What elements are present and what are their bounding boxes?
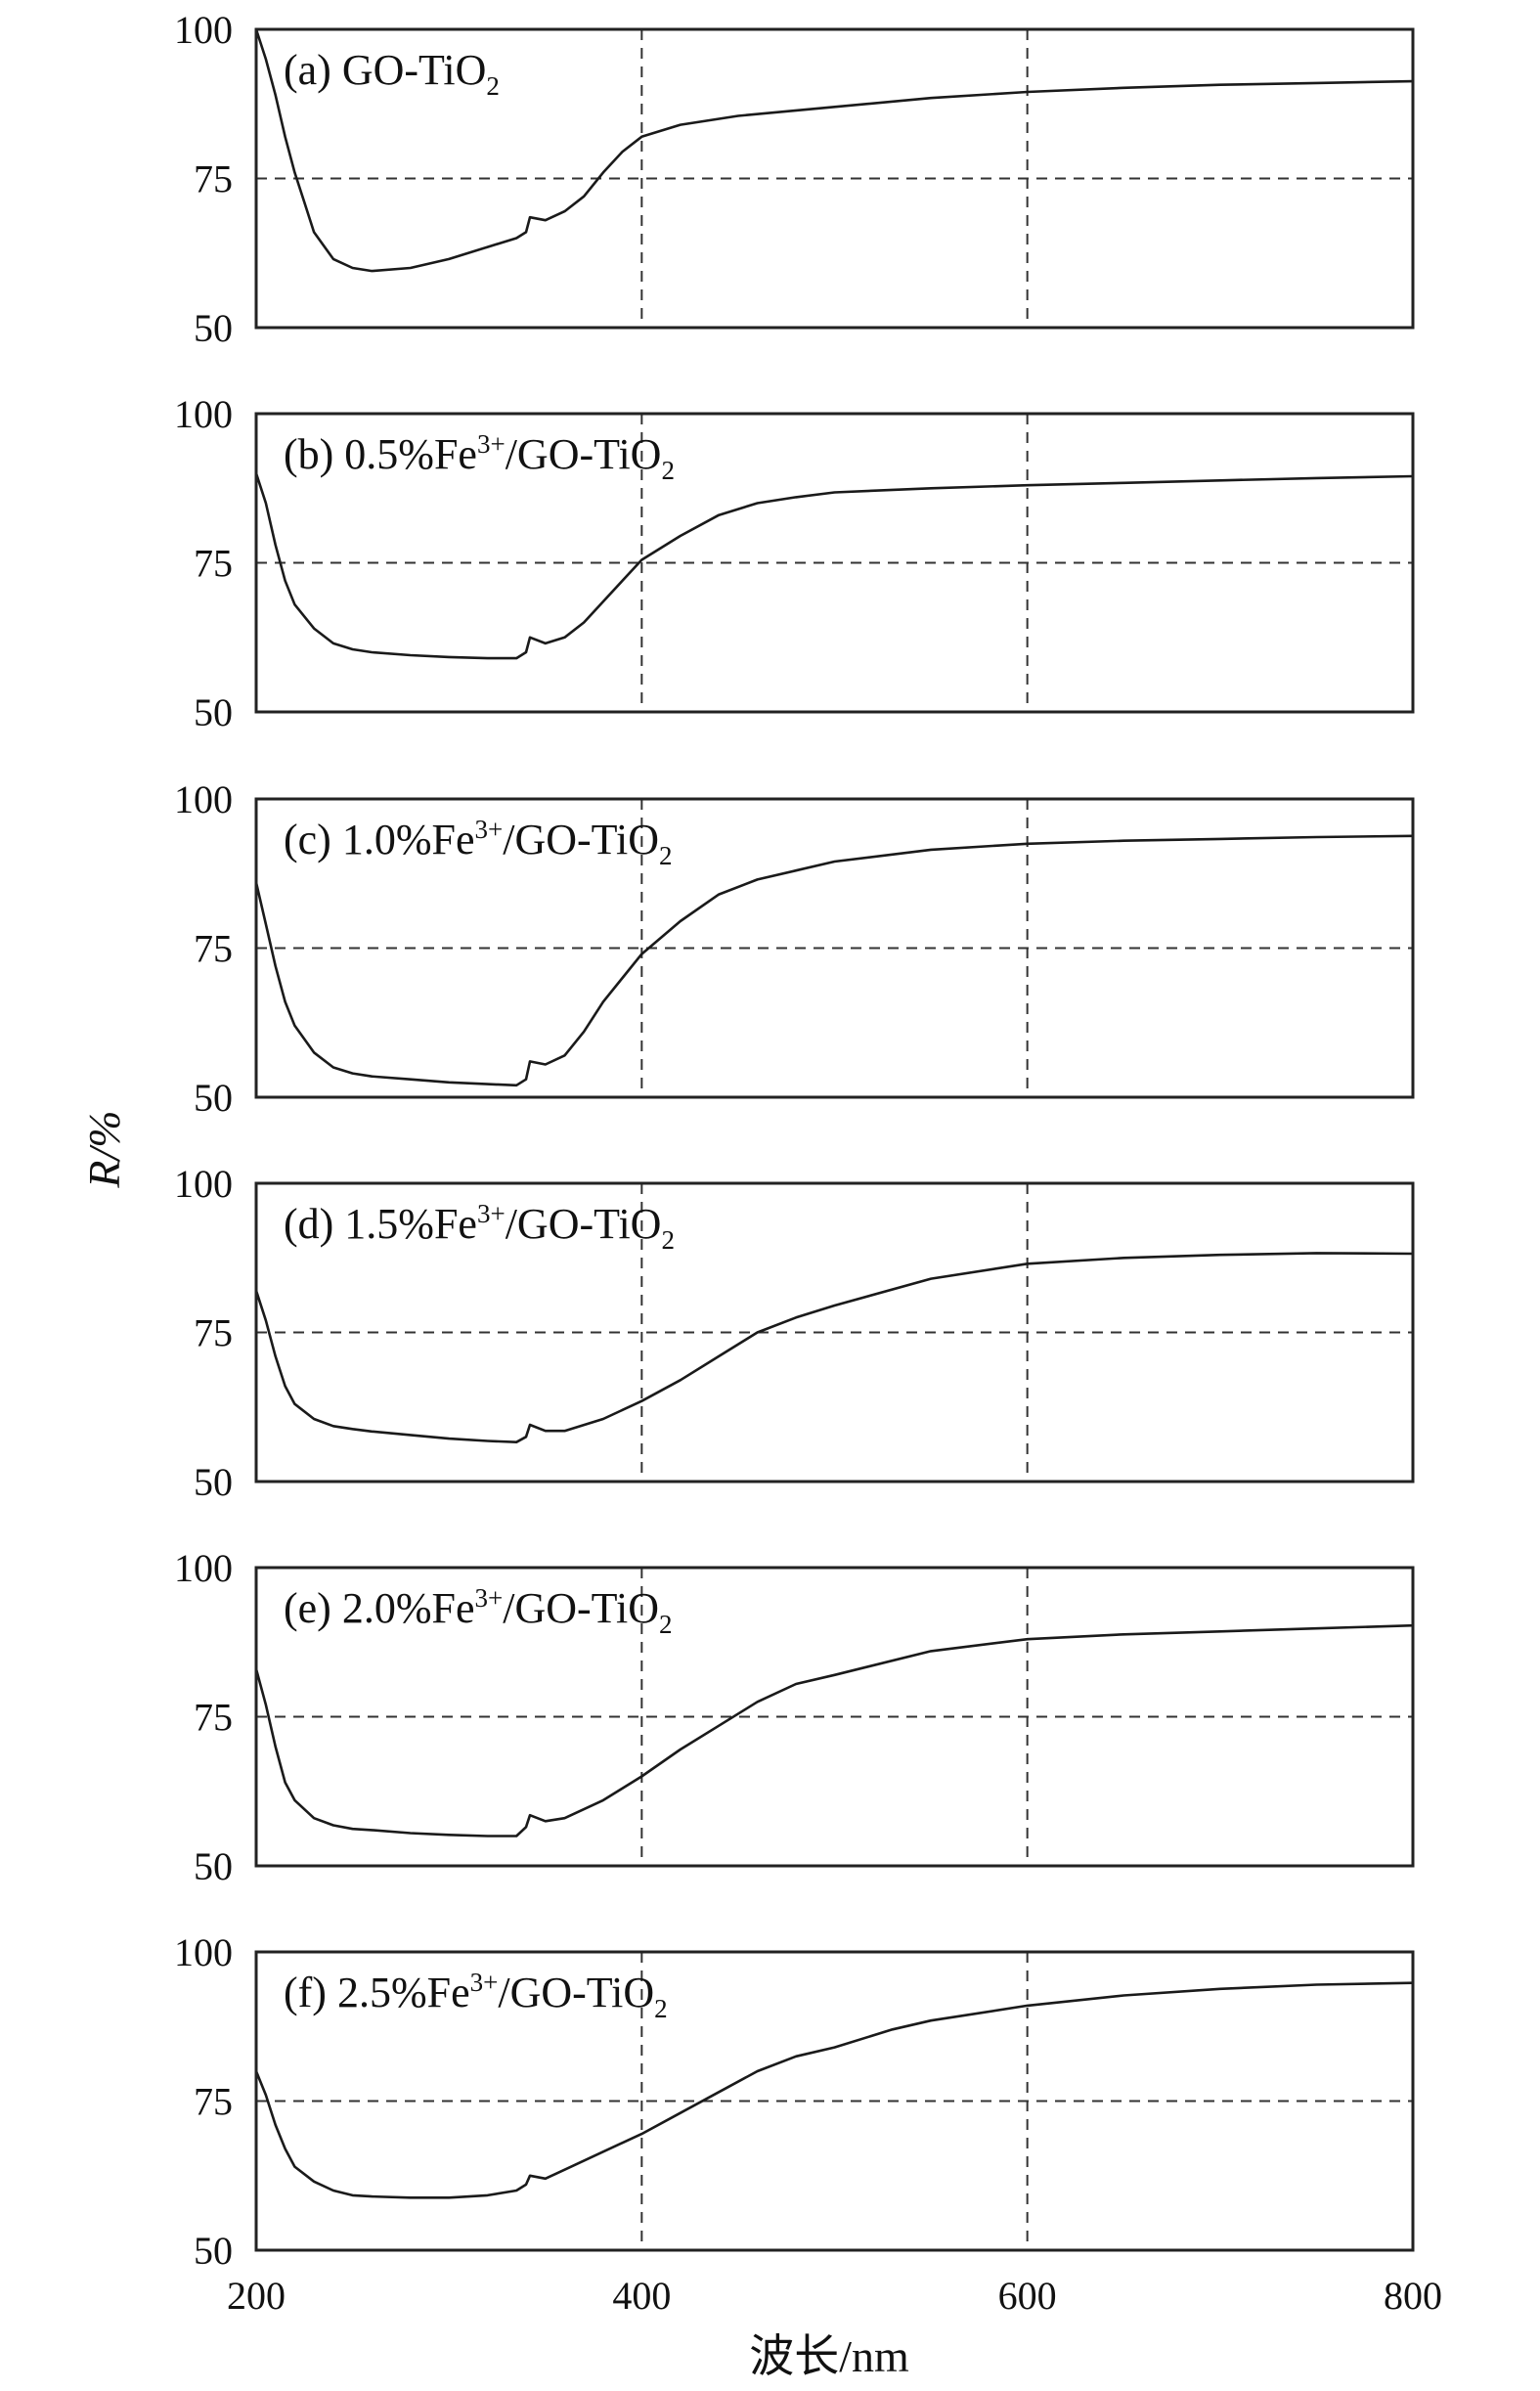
panel-frame-a: [254, 27, 1415, 330]
y-tick-label-f-100: 100: [174, 1930, 233, 1974]
series-line-d: [254, 1252, 1414, 1443]
x-tick-label-400: 400: [612, 2274, 671, 2318]
x-tick-label-600: 600: [998, 2274, 1057, 2318]
panel-b: 50 75 100 (b) 0.5%Fe3+/GO-TiO2: [174, 392, 1415, 734]
y-tick-label-f-50: 50: [194, 2229, 233, 2273]
series-line-c: [254, 834, 1414, 1087]
y-tick-label-d-50: 50: [194, 1460, 233, 1504]
panel-d: 50 75 100 (d) 1.5%Fe3+/GO-TiO2: [174, 1162, 1415, 1504]
x-tick-label-200: 200: [227, 2274, 286, 2318]
x-tick-label-800: 800: [1384, 2274, 1442, 2318]
y-tick-label-c-50: 50: [194, 1076, 233, 1120]
y-tick-label-a-75: 75: [194, 157, 233, 201]
panel-frame-b: [254, 412, 1415, 714]
panel-label-b: (b) 0.5%Fe3+/GO-TiO2: [284, 429, 675, 485]
y-tick-label-e-100: 100: [174, 1546, 233, 1590]
y-tick-label-b-100: 100: [174, 392, 233, 436]
panel-label-f: (f) 2.5%Fe3+/GO-TiO2: [284, 1968, 668, 2023]
panel-f: 50 75 100 (f) 2.5%Fe3+/GO-TiO2: [174, 1930, 1415, 2273]
panel-a: 50 75 100 (a) GO-TiO2: [174, 8, 1415, 350]
y-tick-label-f-75: 75: [194, 2080, 233, 2124]
series-line-b: [254, 472, 1414, 660]
y-tick-label-c-100: 100: [174, 777, 233, 821]
y-tick-label-a-50: 50: [194, 306, 233, 350]
panel-frame-e: [254, 1566, 1415, 1868]
panel-frame-f: [254, 1950, 1415, 2252]
y-tick-label-d-100: 100: [174, 1162, 233, 1206]
y-tick-label-b-75: 75: [194, 542, 233, 586]
panel-frame-d: [254, 1181, 1415, 1483]
panel-c: 50 75 100 (c) 1.0%Fe3+/GO-TiO2: [174, 777, 1415, 1120]
panel-label-d: (d) 1.5%Fe3+/GO-TiO2: [284, 1199, 675, 1255]
panel-frame-c: [254, 797, 1415, 1099]
y-tick-label-e-75: 75: [194, 1696, 233, 1740]
panel-label-c: (c) 1.0%Fe3+/GO-TiO2: [284, 815, 673, 870]
y-tick-label-b-50: 50: [194, 690, 233, 734]
y-tick-label-e-50: 50: [194, 1844, 233, 1888]
series-line-f: [254, 1981, 1414, 2199]
y-tick-label-d-75: 75: [194, 1311, 233, 1355]
series-line-e: [254, 1623, 1414, 1838]
y-tick-label-c-75: 75: [194, 927, 233, 971]
series-line-a: [254, 28, 1414, 273]
panel-label-e: (e) 2.0%Fe3+/GO-TiO2: [284, 1583, 673, 1639]
x-axis-title: 波长/nm: [749, 2331, 909, 2381]
y-tick-label-a-100: 100: [174, 8, 233, 52]
panel-label-a: (a) GO-TiO2: [284, 46, 500, 101]
panel-e: 50 75 100 (e) 2.0%Fe3+/GO-TiO2: [174, 1546, 1415, 1888]
y-axis-title: R/%: [79, 1110, 129, 1188]
